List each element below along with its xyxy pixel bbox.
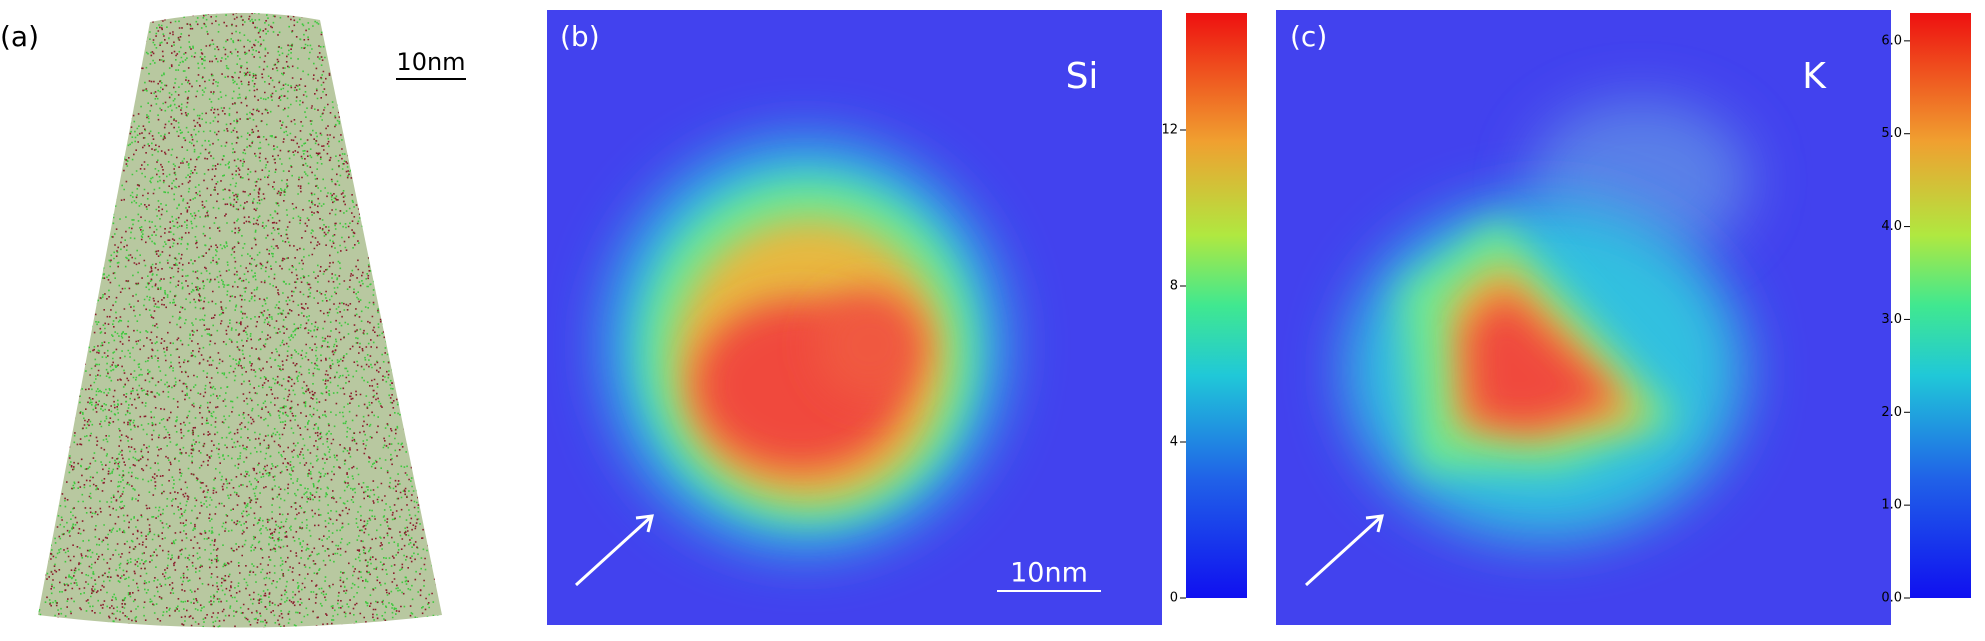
heatmap (1276, 10, 1891, 625)
colorbar-tick-label: 1.0 (1881, 498, 1902, 513)
panel-label: (c) (1290, 20, 1327, 53)
panel-label: (b) (560, 20, 600, 53)
atom-cloud (38, 12, 442, 628)
element-label: K (1802, 56, 1827, 97)
colorbar-tick-label: 0.0 (1881, 591, 1902, 606)
scale-bar-label: 10nm (1010, 558, 1088, 589)
colorbar-tick-label: 8 (1170, 279, 1178, 294)
colorbar-tick-label: 4.0 (1881, 219, 1902, 234)
panel-a: (a) 10nm (0, 12, 466, 628)
atoms-red (38, 12, 442, 628)
colorbar-tick-label: 0 (1170, 591, 1178, 606)
colorbar-tick-label: 5.0 (1881, 126, 1902, 141)
arrow (1304, 514, 1384, 587)
panel-label: (a) (0, 20, 39, 53)
colorbar (1910, 13, 1971, 598)
scale-bar-label: 10nm (396, 48, 465, 76)
specimen-cone (38, 12, 442, 628)
element-label: Si (1066, 56, 1099, 97)
colorbar-tick-label: 3.0 (1881, 312, 1902, 327)
heatmap (547, 10, 1162, 625)
colorbar-tick-label: 4 (1170, 435, 1178, 450)
panel-c: (c) K (1276, 10, 1971, 625)
colorbar-tick-label: 2.0 (1881, 405, 1902, 420)
panel-b: (b) Si 10nm (547, 10, 1247, 625)
colorbar-tick-label: 12 (1161, 123, 1178, 138)
colorbar-tick-label: 6.0 (1881, 33, 1902, 48)
arrow (574, 514, 654, 587)
colorbar (1186, 13, 1247, 598)
